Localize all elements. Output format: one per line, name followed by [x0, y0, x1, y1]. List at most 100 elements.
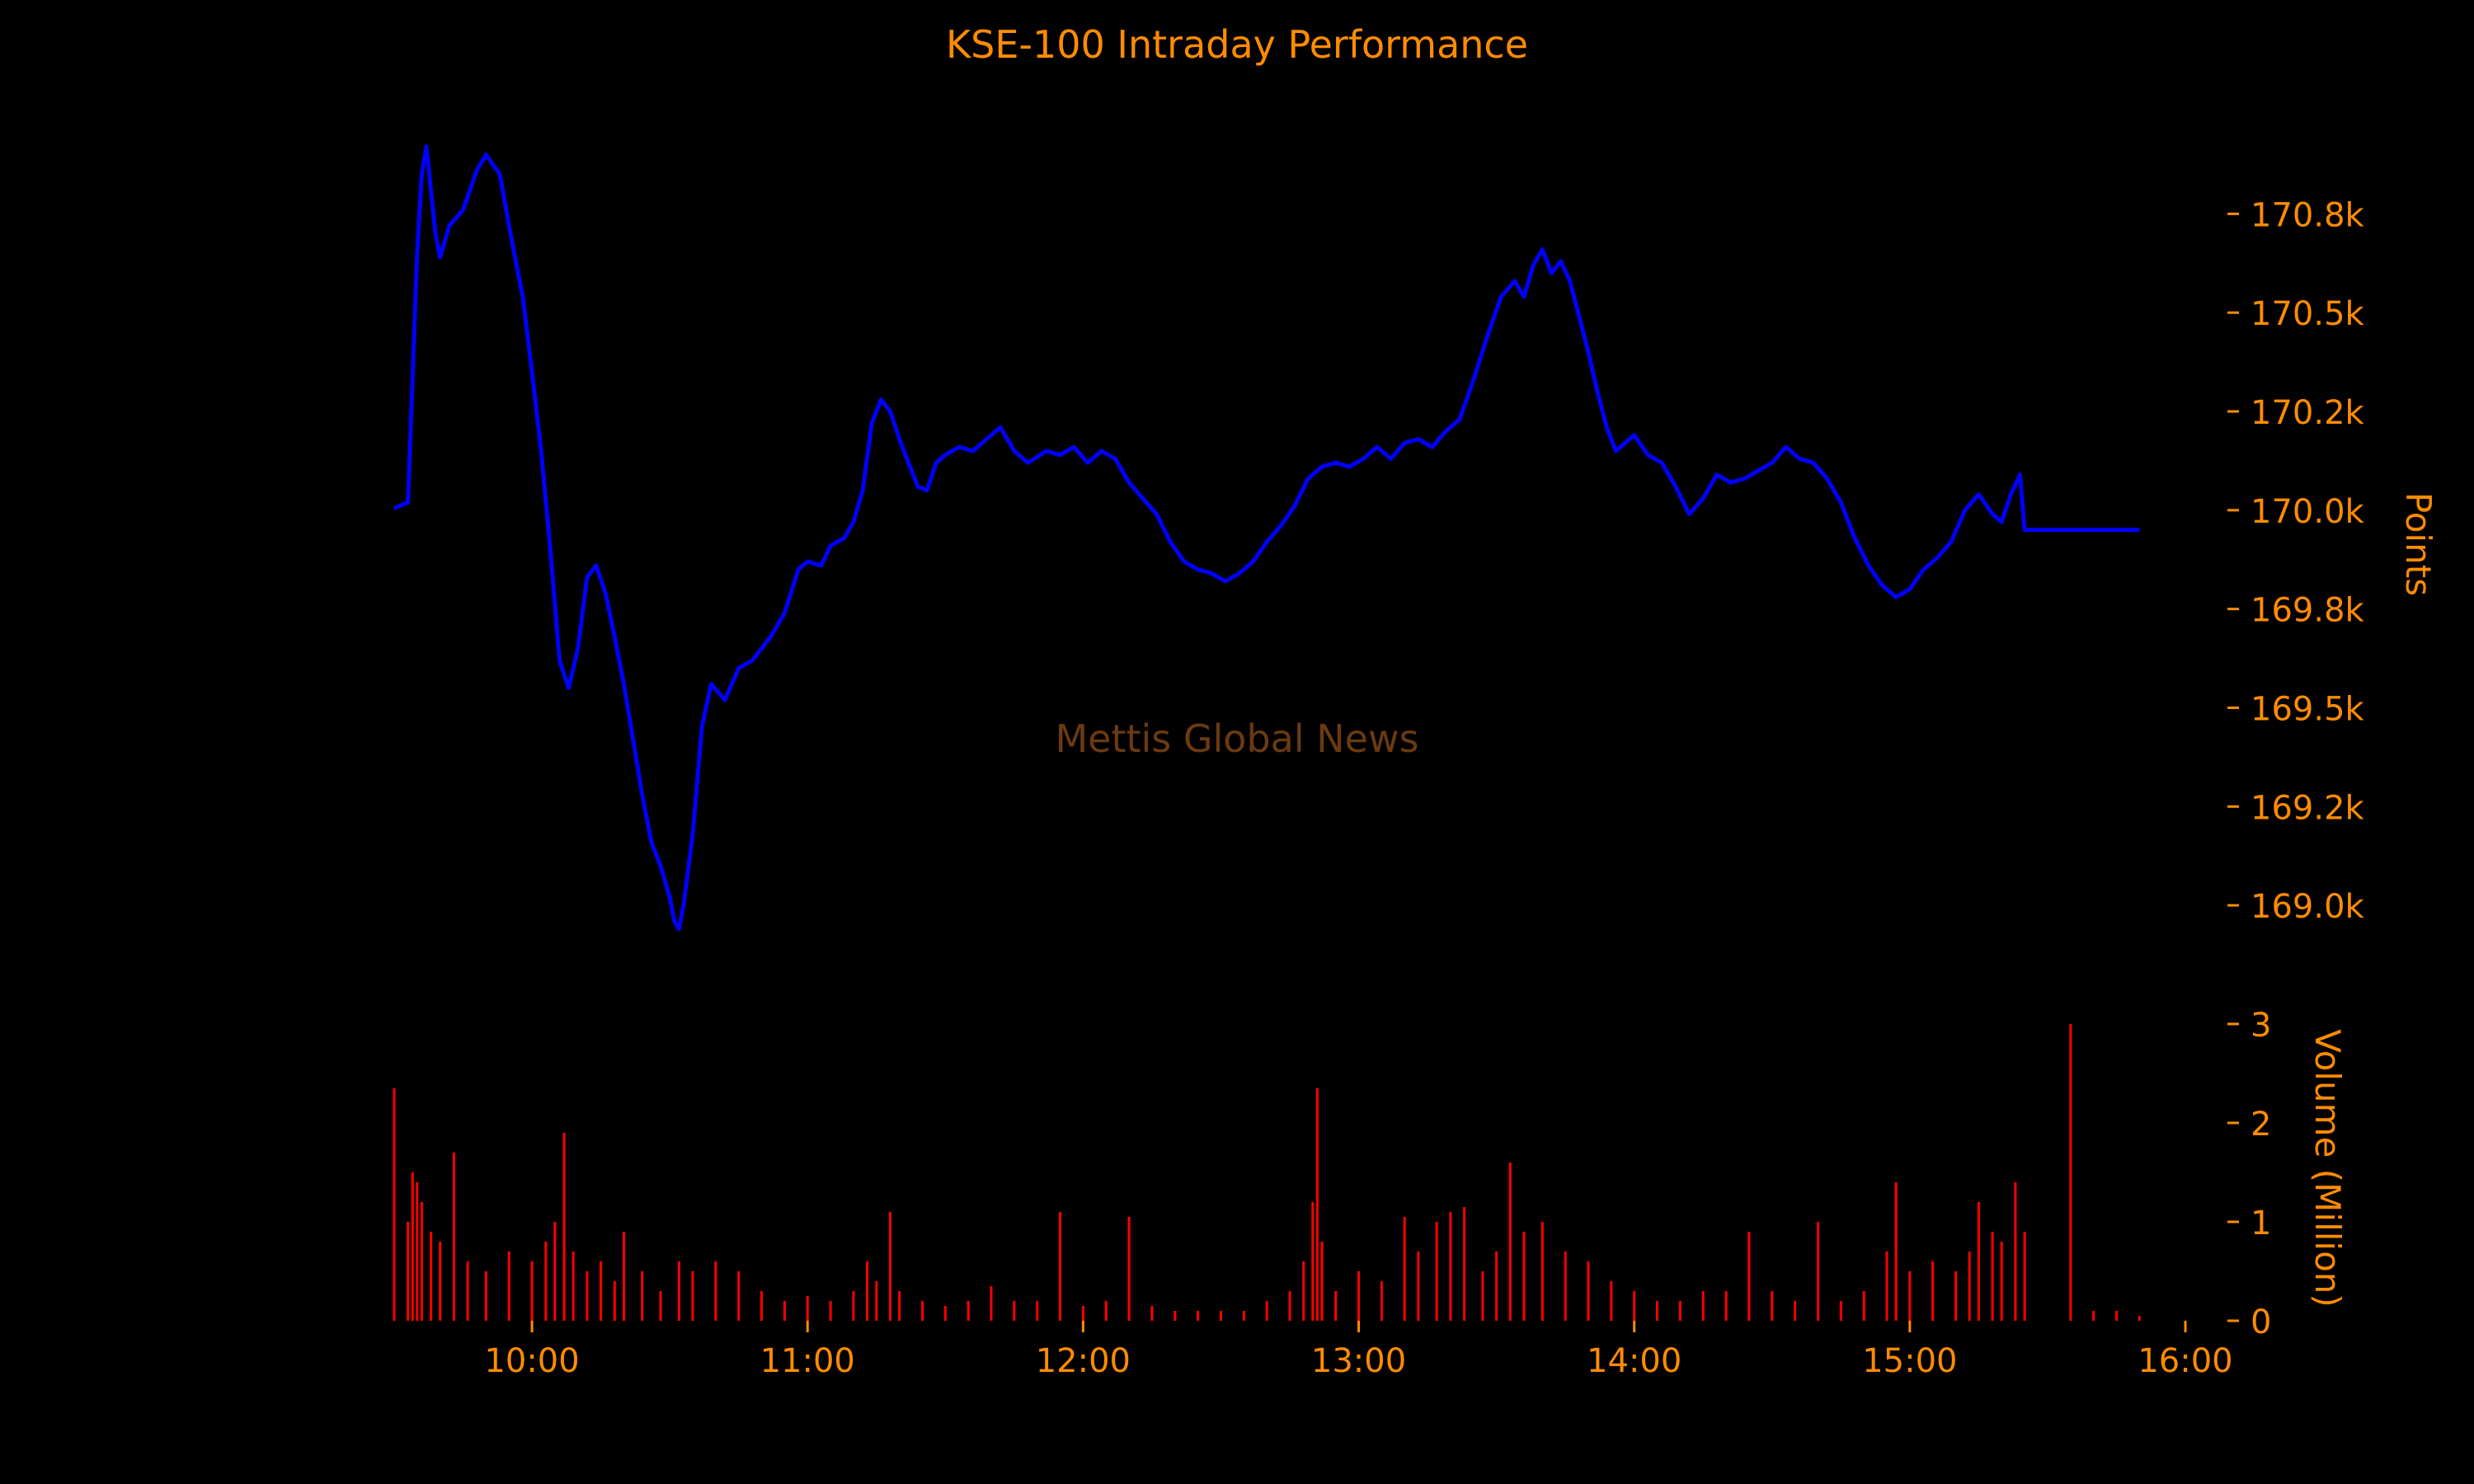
price-line [393, 144, 2140, 932]
volume-bar [659, 1291, 662, 1321]
volume-bar [691, 1271, 694, 1321]
volume-bar [1771, 1291, 1774, 1321]
volume-panel: 0 1 2 3 10:00 11:00 12:00 13:00 14:00 15:00 16:00… [393, 1007, 2348, 1380]
price-y-tick-label: 170.5k [2251, 295, 2365, 333]
volume-bar [1991, 1232, 1994, 1321]
volume-bar [1495, 1252, 1498, 1321]
volume-bar [2023, 1232, 2026, 1321]
volume-bar [507, 1252, 510, 1321]
volume-bar [1954, 1271, 1957, 1321]
x-tick-label: 14:00 [1587, 1342, 1681, 1380]
volume-bar [2138, 1316, 2141, 1321]
x-tick-label: 10:00 [484, 1342, 579, 1380]
volume-bar [1036, 1301, 1039, 1321]
volume-bar [1449, 1212, 1452, 1321]
volume-y-axis-label: Volume (Million) [2307, 1029, 2348, 1308]
x-tick-label: 11:00 [760, 1342, 855, 1380]
volume-bar [1839, 1301, 1842, 1321]
volume-bar [1104, 1301, 1108, 1321]
volume-bar [1587, 1261, 1590, 1321]
volume-bar [1150, 1306, 1154, 1321]
volume-y-ticks: 0 1 2 3 [2227, 1007, 2271, 1341]
volume-bar [600, 1261, 603, 1321]
volume-bar [1320, 1242, 1324, 1321]
volume-bar [613, 1281, 616, 1321]
price-y-tick-label: 170.0k [2251, 493, 2365, 531]
volume-bar [641, 1271, 644, 1321]
volume-bar [393, 1088, 396, 1321]
volume-bar [866, 1261, 869, 1321]
price-y-tick-label: 169.0k [2251, 888, 2365, 926]
volume-bar [544, 1242, 548, 1321]
chart-title: KSE-100 Intraday Performance [946, 22, 1528, 67]
volume-bar [1174, 1311, 1177, 1321]
volume-bar [1817, 1222, 1819, 1321]
volume-bar [1127, 1217, 1131, 1321]
volume-bar [452, 1153, 455, 1321]
volume-bar [1417, 1252, 1420, 1321]
price-y-tick-label: 170.8k [2251, 196, 2365, 234]
volume-bar [990, 1286, 993, 1321]
volume-bar [943, 1306, 947, 1321]
volume-bar [1357, 1271, 1360, 1321]
volume-bars [393, 1024, 2141, 1321]
volume-bar [1311, 1202, 1315, 1321]
volume-bar [2000, 1242, 2003, 1321]
volume-bar [430, 1232, 433, 1321]
volume-bar [553, 1222, 557, 1321]
volume-bar [1522, 1232, 1526, 1321]
price-y-axis-label: Points [2398, 492, 2439, 596]
volume-bar [466, 1261, 469, 1321]
volume-bar [530, 1261, 534, 1321]
volume-bar [439, 1242, 442, 1321]
volume-bar [2115, 1311, 2118, 1321]
volume-bar [1678, 1301, 1681, 1321]
volume-bar [1701, 1291, 1705, 1321]
volume-bar [737, 1271, 741, 1321]
volume-bar [783, 1301, 786, 1321]
watermark: Mettis Global News [1055, 716, 1418, 761]
price-y-tick-label: 169.2k [2251, 789, 2365, 827]
volume-bar [1197, 1311, 1200, 1321]
volume-bar [1610, 1281, 1613, 1321]
price-panel: 169.0k 169.2k 169.5k 169.8k 170.0k 170.2k 170.… [393, 144, 2439, 932]
volume-bar [1380, 1281, 1383, 1321]
volume-bar [806, 1296, 809, 1321]
volume-bar [875, 1281, 878, 1321]
volume-bar [829, 1301, 832, 1321]
volume-bar [1265, 1301, 1268, 1321]
volume-bar [967, 1301, 970, 1321]
volume-bar [2014, 1182, 2017, 1321]
volume-bar [1435, 1222, 1438, 1321]
volume-bar [1724, 1291, 1728, 1321]
x-tick-label: 13:00 [1311, 1342, 1406, 1380]
volume-bar [1862, 1291, 1865, 1321]
volume-bar [889, 1212, 891, 1321]
volume-bar [852, 1291, 855, 1321]
volume-bar [2092, 1311, 2095, 1321]
time-x-ticks: 10:00 11:00 12:00 13:00 14:00 15:00 16:00 [484, 1321, 2233, 1380]
volume-y-tick-label: 1 [2251, 1205, 2271, 1242]
volume-bar [1481, 1271, 1484, 1321]
price-y-tick-label: 170.2k [2251, 394, 2365, 432]
volume-bar [1931, 1261, 1935, 1321]
price-y-ticks: 169.0k 169.2k 169.5k 169.8k 170.0k 170.2k 170.… [2227, 196, 2365, 926]
volume-bar [677, 1261, 680, 1321]
volume-bar [921, 1301, 924, 1321]
volume-bar [1908, 1271, 1912, 1321]
volume-bar [1315, 1088, 1319, 1321]
volume-bar [586, 1271, 589, 1321]
volume-bar [571, 1252, 575, 1321]
volume-bar [1302, 1261, 1305, 1321]
volume-y-tick-label: 2 [2251, 1106, 2271, 1144]
volume-bar [714, 1261, 717, 1321]
volume-y-tick-label: 0 [2251, 1303, 2271, 1341]
volume-bar [1508, 1162, 1512, 1321]
volume-bar [416, 1182, 419, 1321]
volume-bar [484, 1271, 487, 1321]
volume-bar [1081, 1306, 1084, 1321]
volume-bar [411, 1172, 414, 1321]
volume-bar [562, 1133, 566, 1321]
volume-bar [623, 1232, 625, 1321]
